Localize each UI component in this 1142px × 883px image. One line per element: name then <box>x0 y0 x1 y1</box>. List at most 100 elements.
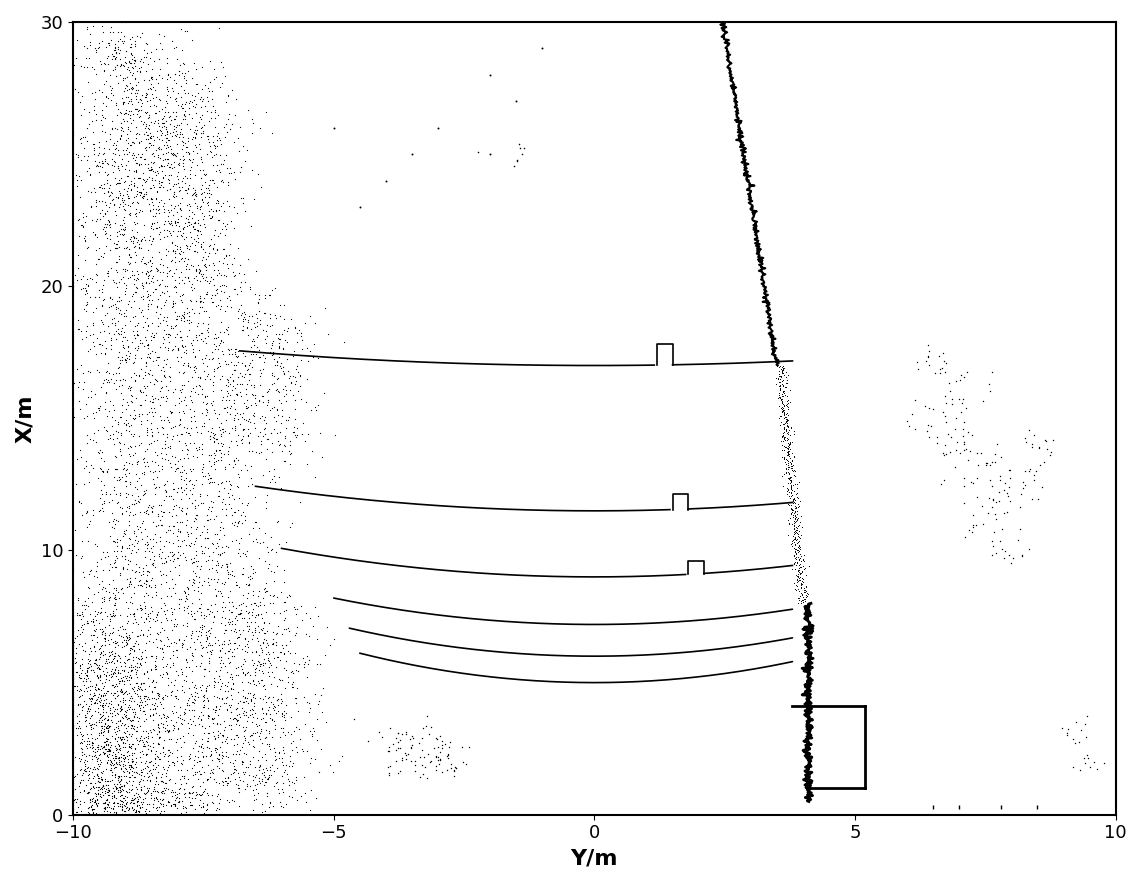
Point <box>779 497 797 511</box>
Point <box>960 444 979 458</box>
Point <box>83 708 102 722</box>
Point <box>143 343 161 358</box>
Point <box>80 105 98 119</box>
Point <box>184 345 202 359</box>
Point <box>127 331 145 345</box>
Point <box>227 701 246 715</box>
Point <box>83 798 102 812</box>
Point <box>274 661 292 675</box>
Point <box>70 706 88 721</box>
Point <box>110 327 128 341</box>
Point <box>168 127 186 141</box>
Point <box>211 643 230 657</box>
Point <box>152 252 170 266</box>
Point <box>215 216 233 230</box>
Point <box>179 209 198 223</box>
Point <box>87 793 105 807</box>
Point <box>275 728 293 742</box>
Point <box>251 536 270 550</box>
Point <box>80 465 98 479</box>
Point <box>178 696 196 710</box>
Point <box>186 766 204 780</box>
Point <box>102 127 120 141</box>
Point <box>127 808 145 822</box>
Point <box>131 185 150 199</box>
Point <box>97 226 115 240</box>
Point <box>775 368 794 382</box>
Point <box>113 121 131 135</box>
Point <box>162 782 180 796</box>
Point <box>170 289 188 303</box>
Point <box>188 199 207 213</box>
Point <box>256 746 274 760</box>
Point <box>126 374 144 388</box>
Point <box>97 487 115 502</box>
Point <box>203 271 222 285</box>
Point <box>258 432 276 446</box>
Point <box>169 808 187 822</box>
Point <box>785 449 803 463</box>
Point <box>187 140 206 154</box>
Point <box>71 442 89 457</box>
Point <box>94 155 112 170</box>
Point <box>167 149 185 163</box>
Point <box>88 793 106 807</box>
Point <box>116 808 135 822</box>
Point <box>254 645 272 660</box>
Point <box>94 376 112 390</box>
Point <box>98 736 116 751</box>
Point <box>99 750 118 764</box>
Point <box>202 421 220 435</box>
Point <box>246 691 264 705</box>
Point <box>272 481 290 495</box>
Point <box>191 754 209 768</box>
Point <box>1011 500 1029 514</box>
Point <box>139 337 158 351</box>
Point <box>773 438 791 452</box>
Point <box>770 366 788 381</box>
Point <box>178 356 196 370</box>
Point <box>215 577 233 591</box>
Point <box>1027 464 1045 478</box>
Point <box>93 755 111 769</box>
Point <box>106 555 124 570</box>
Point <box>127 102 145 116</box>
Point <box>115 791 134 805</box>
Point <box>177 259 195 273</box>
Point <box>786 538 804 552</box>
Point <box>224 675 242 690</box>
Point <box>116 348 135 362</box>
Point <box>781 481 799 495</box>
Point <box>139 769 158 783</box>
Point <box>120 579 138 593</box>
Point <box>126 796 144 811</box>
Point <box>139 634 158 648</box>
Point <box>122 487 140 502</box>
Point <box>191 202 209 216</box>
Point <box>194 250 212 264</box>
Point <box>289 704 307 718</box>
Point <box>143 683 161 698</box>
Point <box>268 354 287 368</box>
Point <box>206 527 224 541</box>
Point <box>194 808 212 822</box>
Point <box>287 721 305 735</box>
Point <box>138 629 156 643</box>
Point <box>126 53 144 67</box>
Point <box>204 608 223 623</box>
Point <box>186 168 204 182</box>
Point <box>194 693 212 707</box>
Point <box>105 704 123 718</box>
Point <box>64 767 82 781</box>
Point <box>247 598 265 612</box>
Point <box>82 679 100 693</box>
Point <box>387 731 405 745</box>
Point <box>111 684 129 698</box>
Point <box>196 273 215 287</box>
Point <box>209 775 227 789</box>
Point <box>244 343 263 358</box>
Point <box>131 92 150 106</box>
Point <box>75 753 94 767</box>
Point <box>222 732 240 746</box>
Point <box>182 631 200 645</box>
